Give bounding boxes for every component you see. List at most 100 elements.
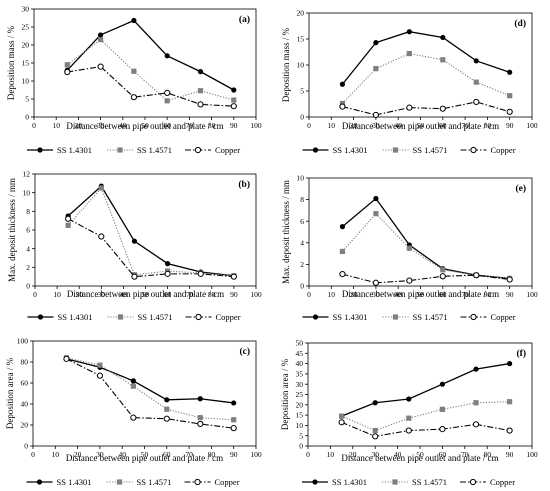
y-tick-label: 0 [300,113,304,122]
data-point [372,433,379,440]
data-point [339,413,345,419]
y-tick-label: 20 [296,400,304,409]
data-point [473,79,479,85]
x-tick-label: 70 [186,290,194,299]
y-tick-label: 4 [26,244,30,253]
y-tick-label: 5 [300,87,304,96]
x-tick-label: 50 [142,290,150,299]
y-tick-label: 10 [23,188,31,197]
data-point [439,105,446,112]
data-point [197,69,204,75]
data-point [339,103,346,110]
series-line-3 [67,218,234,278]
legend-marker-2 [117,147,123,153]
data-point [507,69,513,75]
y-tick-label: 35 [296,370,304,379]
data-point [506,108,513,115]
legend-marker-1 [37,147,43,153]
data-point [65,222,71,228]
y-tick-label: 25 [22,23,30,32]
data-point [164,89,171,96]
data-point [131,17,137,24]
x-tick-label: 20 [75,290,83,299]
series-line-2 [341,401,510,432]
y-axis-label: Deposition mass / % [281,27,291,102]
x-tick-label: 20 [350,121,358,130]
data-point [131,273,138,280]
x-tick-label: 60 [163,450,171,459]
x-tick-label: 100 [526,121,538,130]
x-tick-label: 90 [506,121,514,130]
legend-label-1: SS 1.4301 [58,312,93,322]
series-line-1 [341,362,510,417]
legend-marker-3 [470,146,477,154]
x-tick-label: 0 [306,450,310,459]
data-point [98,37,104,43]
series-line-3 [342,101,510,116]
y-tick-label: 45 [296,349,304,358]
data-point [231,97,237,103]
y-axis-label: Deposition area / % [280,358,290,430]
data-point [339,224,346,230]
legend-marker-2 [392,314,399,320]
legend-label-1: SS 1.4301 [57,477,92,487]
data-point [65,215,72,222]
data-point [372,427,378,434]
data-point [473,58,479,64]
x-tick-label: 70 [185,450,193,459]
data-point [406,396,412,402]
data-point [473,400,479,406]
x-tick-label: 30 [96,450,104,459]
series-line-1 [67,185,234,277]
series-line-2 [66,38,234,102]
legend-label-3: Copper [490,477,515,487]
panel-label: (a) [239,14,250,25]
legend-marker-2 [116,479,123,485]
data-point [231,87,237,93]
legend-label-2: SS 1.4571 [413,145,448,155]
data-point [98,32,104,38]
data-point [164,98,170,104]
series-line-2 [66,357,234,421]
legend-marker-3 [194,478,201,486]
x-tick-label: 40 [118,450,126,459]
data-point [164,270,171,277]
x-tick-label: 40 [394,450,402,459]
x-axis-label: Distance between pipe outlet and plate /… [342,289,499,299]
x-tick-label: 80 [484,290,492,299]
panel-label: (b) [238,179,250,190]
x-tick-label: 60 [163,121,171,130]
x-tick-label: 20 [74,450,82,459]
series-line-1 [66,19,235,91]
legend-label-3: Copper [216,312,241,322]
legend-label-3: Copper [215,145,240,155]
data-point [163,415,170,422]
data-point [473,98,480,106]
legend-label-3: Copper [491,312,516,322]
data-point [63,355,70,362]
data-point [406,245,412,251]
data-point [440,267,446,273]
x-tick-label: 70 [186,121,194,130]
x-tick-label: 40 [394,121,402,130]
data-point [373,195,379,202]
data-point [131,238,138,244]
series-line-3 [341,421,510,437]
data-point [230,425,237,432]
legend-label-3: Copper [215,477,240,487]
x-tick-label: 10 [328,290,336,299]
y-tick-label: 15 [296,411,304,420]
data-point [165,261,171,267]
x-axis-label: Distance between pipe outlet and plate /… [342,121,499,131]
plot-frame [34,173,257,287]
legend-label-2: SS 1.4571 [137,477,172,487]
x-tick-label: 20 [75,121,83,130]
y-axis-label: Max. deposit thickness / mm [281,180,291,284]
data-point [231,417,237,423]
legend-marker-2 [392,479,398,485]
x-tick-label: 100 [250,450,262,459]
panel-label: (c) [239,346,250,357]
legend-label-2: SS 1.4571 [137,145,172,155]
